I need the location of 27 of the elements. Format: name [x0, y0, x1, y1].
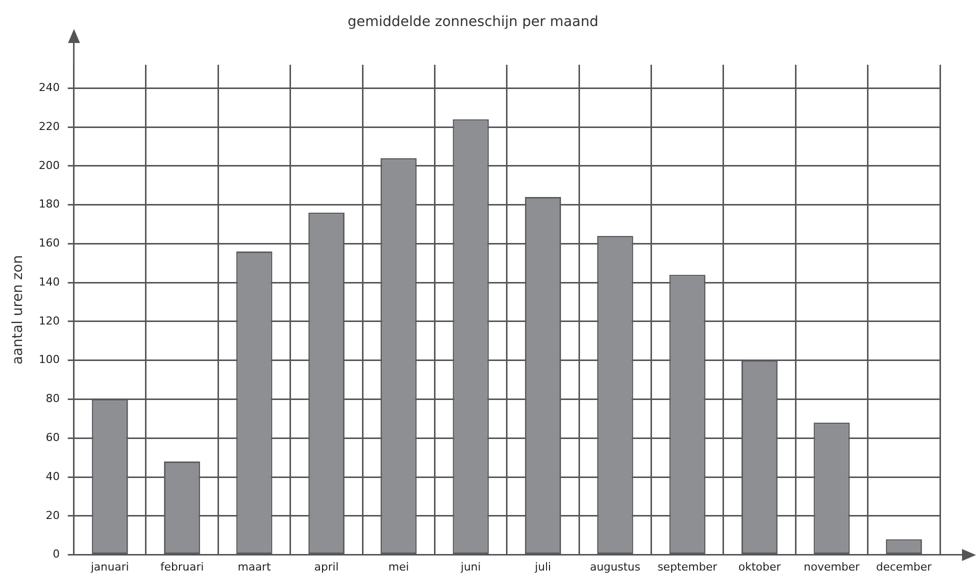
x-tick-label: februari [160, 560, 204, 574]
y-tick-label: 140 [38, 275, 60, 288]
y-axis-title: aantal uren zon [10, 255, 26, 365]
x-tick-label: mei [388, 560, 409, 574]
y-tick-label: 240 [38, 80, 60, 94]
y-tick-label: 120 [38, 314, 60, 328]
x-tick-label: november [804, 560, 860, 574]
x-tick-label: juni [460, 560, 481, 574]
x-tick-label: oktober [738, 560, 782, 574]
x-tick-label: januari [90, 560, 129, 574]
y-tick-label: 80 [46, 392, 60, 406]
y-tick-label: 20 [46, 508, 60, 522]
chart-title: gemiddelde zonneschijn per maand [348, 14, 598, 30]
y-tick-label: 40 [46, 470, 60, 483]
x-tick-label: september [658, 560, 718, 574]
x-tick-label: maart [238, 560, 272, 574]
x-tick-label: december [876, 560, 932, 574]
y-tick-label: 100 [38, 353, 60, 366]
y-tick-label: 180 [38, 198, 60, 211]
y-tick-label: 160 [38, 236, 60, 250]
y-tick-label: 200 [38, 158, 60, 172]
x-tick-label: juli [534, 560, 552, 574]
y-tick-label: 0 [52, 548, 60, 561]
y-tick-label: 220 [38, 120, 60, 133]
y-tick-label: 60 [46, 430, 60, 444]
x-tick-label: april [314, 560, 339, 574]
x-tick-label: augustus [590, 560, 641, 574]
